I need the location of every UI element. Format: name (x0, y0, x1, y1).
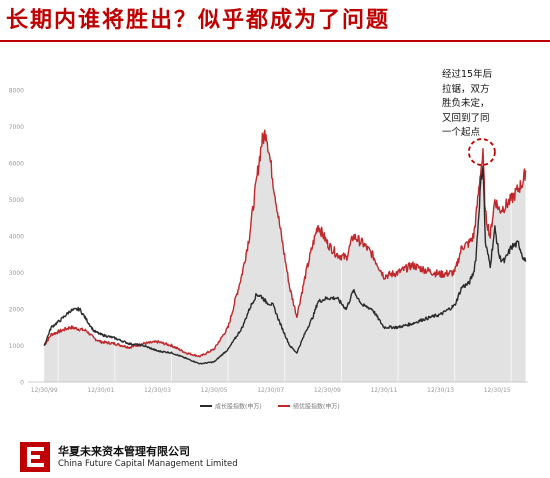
title-rule (0, 40, 550, 42)
x-tick-label: 12/30/05 (201, 387, 228, 394)
x-tick-label: 12/30/07 (257, 387, 284, 394)
y-tick-label: 4000 (9, 234, 24, 241)
x-tick-label: 12/30/01 (87, 387, 114, 394)
y-tick-label: 7000 (9, 124, 24, 131)
y-tick-label: 2000 (9, 307, 24, 314)
y-tick-label: 3000 (9, 270, 24, 277)
y-tick-label: 1000 (9, 343, 24, 350)
page-title: 长期内谁将胜出？似乎都成为了问题 (6, 7, 391, 33)
annotation-line: 胜负未定， (442, 98, 490, 109)
x-tick-label: 12/30/13 (427, 387, 454, 394)
x-tick-label: 12/30/15 (484, 387, 511, 394)
x-tick-label: 12/30/99 (31, 387, 58, 394)
company-name-en: China Future Capital Management Limited (58, 459, 238, 469)
chart-annotation: 经过15年后 拉锯，双方 胜负未定， 又回到了同 一个起点 (442, 68, 506, 141)
legend-label-value: 绩优股指数(申万) (293, 403, 340, 411)
y-tick-label: 5000 (9, 197, 24, 204)
annotation-line: 一个起点 (442, 127, 481, 138)
x-tick-label: 12/30/09 (314, 387, 341, 394)
y-tick-label: 6000 (9, 161, 24, 168)
series-line-growth (43, 165, 527, 365)
annotation-circle (467, 138, 496, 166)
y-tick-label: 0 (20, 380, 24, 387)
company-logo-icon (20, 442, 50, 472)
x-tick-label: 12/30/11 (370, 387, 397, 394)
annotation-line: 又回到了同 (442, 112, 490, 124)
company-name-cn: 华夏未来资本管理有限公司 (58, 445, 190, 458)
annotation-line: 经过15年后 (442, 69, 493, 80)
legend-label-growth: 成长股指数(申万) (215, 403, 262, 411)
y-tick-label: 8000 (9, 88, 24, 95)
series-line-value (43, 129, 527, 358)
area-fill (44, 130, 526, 382)
x-tick-label: 12/30/03 (144, 387, 171, 394)
line-chart: 0 1000 2000 3000 4000 5000 6000 7000 8000 12/30/9… (9, 88, 528, 411)
annotation-line: 拉锯，双方 (442, 83, 490, 95)
